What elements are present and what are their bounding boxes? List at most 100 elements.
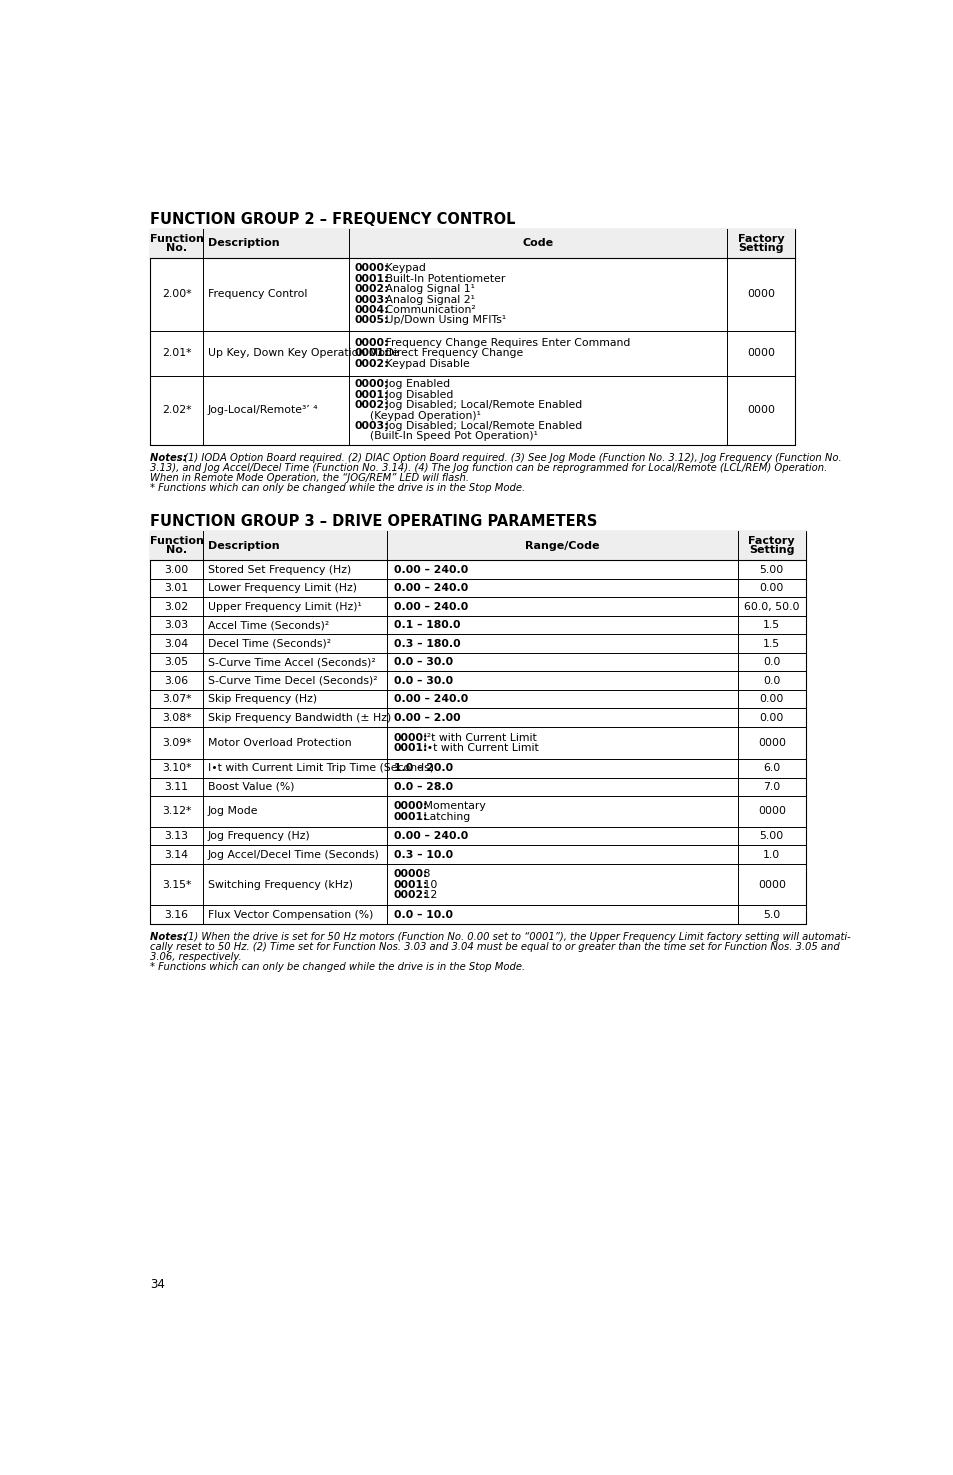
Text: 0000:: 0000: <box>355 379 389 389</box>
Text: No.: No. <box>166 243 187 252</box>
Bar <box>150 531 805 923</box>
Text: 0.0 – 30.0: 0.0 – 30.0 <box>394 676 453 686</box>
Text: 0000:: 0000: <box>394 801 428 811</box>
Text: Frequency Control: Frequency Control <box>208 289 307 299</box>
Text: Keypad Disable: Keypad Disable <box>381 358 469 369</box>
Text: 10: 10 <box>420 879 437 889</box>
Text: Decel Time (Seconds)²: Decel Time (Seconds)² <box>208 639 331 649</box>
Text: 3.14: 3.14 <box>165 850 189 860</box>
Text: 0004:: 0004: <box>355 305 389 316</box>
Text: 0002:: 0002: <box>355 358 389 369</box>
Text: 3.11: 3.11 <box>165 782 189 792</box>
Text: Communication²: Communication² <box>381 305 475 316</box>
Text: Jog Disabled: Jog Disabled <box>381 389 453 400</box>
Text: 0000:: 0000: <box>355 338 389 348</box>
Text: 0.0 – 30.0: 0.0 – 30.0 <box>394 656 453 667</box>
Text: 3.00: 3.00 <box>164 565 189 575</box>
Text: I•t with Current Limit Trip Time (Seconds): I•t with Current Limit Trip Time (Second… <box>208 764 434 773</box>
Bar <box>150 229 794 258</box>
Text: 3.06: 3.06 <box>164 676 189 686</box>
Bar <box>150 229 794 445</box>
Text: 1.5: 1.5 <box>762 639 780 649</box>
Text: 0.00 – 240.0: 0.00 – 240.0 <box>394 830 467 841</box>
Text: 0.3 – 10.0: 0.3 – 10.0 <box>394 850 453 860</box>
Text: Analog Signal 2¹: Analog Signal 2¹ <box>381 295 474 305</box>
Bar <box>150 531 805 560</box>
Text: Code: Code <box>521 239 553 248</box>
Text: 8: 8 <box>420 869 430 879</box>
Text: Up Key, Down Key Operation Mode: Up Key, Down Key Operation Mode <box>208 348 398 358</box>
Text: 0.00 – 240.0: 0.00 – 240.0 <box>394 565 467 575</box>
Text: Function: Function <box>150 537 203 546</box>
Text: S-Curve Time Decel (Seconds)²: S-Curve Time Decel (Seconds)² <box>208 676 376 686</box>
Text: Accel Time (Seconds)²: Accel Time (Seconds)² <box>208 620 329 630</box>
Text: Boost Value (%): Boost Value (%) <box>208 782 294 792</box>
Text: FUNCTION GROUP 2 – FREQUENCY CONTROL: FUNCTION GROUP 2 – FREQUENCY CONTROL <box>150 211 516 227</box>
Text: Notes:: Notes: <box>150 932 191 941</box>
Text: 0000: 0000 <box>757 807 785 817</box>
Text: 0003:: 0003: <box>355 420 389 431</box>
Text: Upper Frequency Limit (Hz)¹: Upper Frequency Limit (Hz)¹ <box>208 602 361 612</box>
Text: 0000:: 0000: <box>394 733 428 743</box>
Text: Frequency Change Requires Enter Command: Frequency Change Requires Enter Command <box>381 338 629 348</box>
Text: 0001:: 0001: <box>394 879 428 889</box>
Text: 0001:: 0001: <box>394 811 428 822</box>
Text: Jog Enabled: Jog Enabled <box>381 379 449 389</box>
Text: (Keypad Operation)¹: (Keypad Operation)¹ <box>370 410 480 420</box>
Text: 0.0: 0.0 <box>762 656 780 667</box>
Text: 3.16: 3.16 <box>165 910 189 919</box>
Text: Direct Frequency Change: Direct Frequency Change <box>381 348 522 358</box>
Text: 0.00: 0.00 <box>759 583 783 593</box>
Text: 3.12*: 3.12* <box>162 807 192 817</box>
Text: Skip Frequency Bandwidth (± Hz): Skip Frequency Bandwidth (± Hz) <box>208 712 391 723</box>
Text: Jog Frequency (Hz): Jog Frequency (Hz) <box>208 830 310 841</box>
Text: 60.0, 50.0: 60.0, 50.0 <box>743 602 799 612</box>
Text: 0.0 – 28.0: 0.0 – 28.0 <box>394 782 453 792</box>
Text: 0000: 0000 <box>746 348 774 358</box>
Text: FUNCTION GROUP 3 – DRIVE OPERATING PARAMETERS: FUNCTION GROUP 3 – DRIVE OPERATING PARAM… <box>150 515 597 530</box>
Text: 0000:: 0000: <box>355 264 389 273</box>
Text: Factory: Factory <box>748 537 794 546</box>
Text: 0.3 – 180.0: 0.3 – 180.0 <box>394 639 459 649</box>
Text: Latching: Latching <box>420 811 470 822</box>
Text: 0000: 0000 <box>757 879 785 889</box>
Text: 0003:: 0003: <box>355 295 389 305</box>
Text: 0000:: 0000: <box>394 869 428 879</box>
Text: Notes:: Notes: <box>150 453 191 463</box>
Text: S-Curve Time Accel (Seconds)²: S-Curve Time Accel (Seconds)² <box>208 656 375 667</box>
Text: Lower Frequency Limit (Hz): Lower Frequency Limit (Hz) <box>208 583 356 593</box>
Text: 3.08*: 3.08* <box>162 712 192 723</box>
Text: Description: Description <box>208 239 279 248</box>
Text: Factory: Factory <box>737 233 783 243</box>
Text: 0000: 0000 <box>746 406 774 416</box>
Text: (1) IODA Option Board required. (2) DIAC Option Board required. (3) See Jog Mode: (1) IODA Option Board required. (2) DIAC… <box>181 453 841 463</box>
Text: 0001:: 0001: <box>355 274 389 283</box>
Text: 0000: 0000 <box>757 738 785 748</box>
Text: Motor Overload Protection: Motor Overload Protection <box>208 738 351 748</box>
Text: 0.00 – 240.0: 0.00 – 240.0 <box>394 602 467 612</box>
Text: Description: Description <box>208 541 279 550</box>
Text: 0.00 – 2.00: 0.00 – 2.00 <box>394 712 459 723</box>
Text: 2.02*: 2.02* <box>162 406 192 416</box>
Text: Momentary: Momentary <box>420 801 486 811</box>
Text: Function: Function <box>150 233 203 243</box>
Text: Stored Set Frequency (Hz): Stored Set Frequency (Hz) <box>208 565 351 575</box>
Text: 0001:: 0001: <box>394 743 428 754</box>
Text: 0.00 – 240.0: 0.00 – 240.0 <box>394 695 467 704</box>
Text: 3.07*: 3.07* <box>162 695 192 704</box>
Text: 0.00 – 240.0: 0.00 – 240.0 <box>394 583 467 593</box>
Text: 5.00: 5.00 <box>759 830 783 841</box>
Text: 3.13), and Jog Accel/Decel Time (Function No. 3.14). (4) The Jog function can be: 3.13), and Jog Accel/Decel Time (Functio… <box>150 463 826 472</box>
Text: (1) When the drive is set for 50 Hz motors (Function No. 0.00 set to “0001”), th: (1) When the drive is set for 50 Hz moto… <box>181 932 850 941</box>
Text: Jog Accel/Decel Time (Seconds): Jog Accel/Decel Time (Seconds) <box>208 850 379 860</box>
Text: 0002:: 0002: <box>394 889 428 900</box>
Text: Flux Vector Compensation (%): Flux Vector Compensation (%) <box>208 910 373 919</box>
Text: Up/Down Using MFITs¹: Up/Down Using MFITs¹ <box>381 316 505 326</box>
Text: Keypad: Keypad <box>381 264 425 273</box>
Text: 5.0: 5.0 <box>762 910 780 919</box>
Text: 0001:: 0001: <box>355 389 389 400</box>
Text: Built-In Potentiometer: Built-In Potentiometer <box>381 274 504 283</box>
Text: Jog Mode: Jog Mode <box>208 807 258 817</box>
Text: Analog Signal 1¹: Analog Signal 1¹ <box>381 285 474 294</box>
Text: * Functions which can only be changed while the drive is in the Stop Mode.: * Functions which can only be changed wh… <box>150 962 525 972</box>
